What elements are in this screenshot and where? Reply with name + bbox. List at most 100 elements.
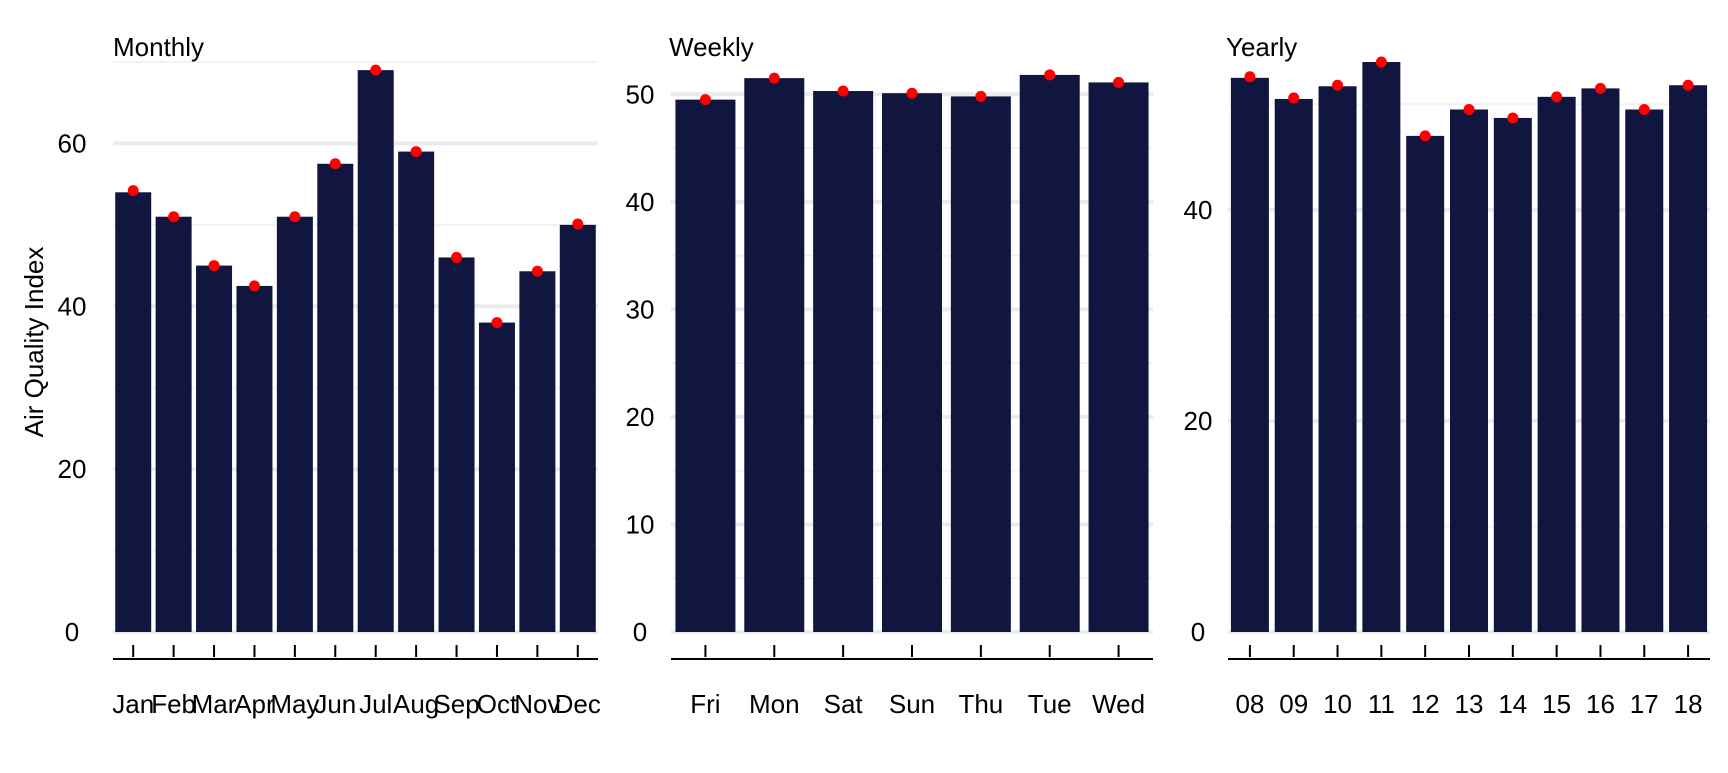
x-tick-label-Fri: Fri	[690, 689, 720, 719]
bar-Oct	[478, 322, 515, 632]
x-tick-label-Jun: Jun	[314, 689, 356, 719]
x-tick-label-Thu: Thu	[958, 689, 1003, 719]
panel-title: Weekly	[669, 32, 754, 62]
bar-Mon	[744, 78, 805, 632]
bar-Tue	[1019, 74, 1080, 633]
point-09	[1288, 92, 1300, 104]
bar-09	[1274, 98, 1313, 632]
y-tick-label: 20	[58, 454, 87, 484]
x-tick-label-10: 10	[1323, 689, 1352, 719]
x-tick-label-Mon: Mon	[749, 689, 800, 719]
x-tick-label-18: 18	[1674, 689, 1703, 719]
bar-Sun	[882, 93, 942, 633]
y-tick-label: 20	[626, 402, 655, 432]
y-tick-label: 30	[626, 294, 655, 324]
x-tick-label-Wed: Wed	[1092, 689, 1145, 719]
bar-10	[1318, 86, 1357, 633]
bar-17	[1625, 109, 1664, 632]
bar-Aug	[398, 151, 435, 633]
x-tick-label-Dec: Dec	[555, 689, 601, 719]
y-tick-label: 10	[626, 509, 655, 539]
point-Wed	[1113, 76, 1125, 88]
x-tick-label-08: 08	[1235, 689, 1264, 719]
y-tick-label: 60	[58, 128, 87, 158]
bar-Sep	[438, 257, 475, 632]
y-tick-label: 20	[1184, 406, 1213, 436]
point-14	[1507, 112, 1519, 124]
bar-Jun	[317, 163, 354, 633]
panel-title: Monthly	[113, 32, 204, 62]
x-tick-label-17: 17	[1630, 689, 1659, 719]
x-tick-label-Apr: Apr	[234, 689, 275, 719]
point-Oct	[491, 317, 503, 329]
bar-Fri	[675, 99, 736, 633]
point-Jun	[329, 158, 341, 170]
y-tick-label: 40	[58, 291, 87, 321]
point-10	[1332, 79, 1344, 91]
x-tick-label-Jan: Jan	[112, 689, 154, 719]
x-tick-label-Feb: Feb	[151, 689, 196, 719]
y-tick-label: 40	[1184, 195, 1213, 225]
panel-title: Yearly	[1226, 32, 1297, 62]
point-Sat	[837, 85, 849, 97]
point-18	[1682, 79, 1694, 91]
x-tick-label-13: 13	[1455, 689, 1484, 719]
y-tick-label: 50	[626, 79, 655, 109]
point-Sep	[451, 251, 463, 263]
x-tick-label-Aug: Aug	[393, 689, 439, 719]
point-13	[1463, 104, 1475, 115]
point-Dec	[572, 218, 584, 230]
bar-Apr	[236, 285, 273, 632]
x-tick-label-Sat: Sat	[824, 689, 864, 719]
point-Jul	[370, 64, 382, 76]
bar-Mar	[196, 265, 233, 632]
y-tick-label: 0	[633, 617, 647, 647]
bar-May	[276, 216, 313, 632]
point-12	[1419, 130, 1431, 142]
y-tick-label: 0	[1191, 617, 1205, 647]
bar-Sat	[813, 91, 874, 633]
y-axis-title: Air Quality Index	[19, 247, 49, 438]
point-Nov	[531, 265, 543, 277]
y-tick-label: 0	[65, 617, 79, 647]
point-Mar	[208, 260, 220, 272]
bar-Thu	[950, 96, 1011, 632]
point-Jan	[127, 185, 139, 197]
x-tick-label-Tue: Tue	[1028, 689, 1072, 719]
point-08	[1244, 71, 1256, 83]
bar-18	[1669, 85, 1708, 632]
point-Tue	[1044, 69, 1056, 81]
y-tick-label: 40	[626, 187, 655, 217]
x-tick-label-15: 15	[1542, 689, 1571, 719]
bar-08	[1230, 77, 1269, 633]
point-Thu	[975, 90, 987, 102]
x-tick-label-Sep: Sep	[433, 689, 479, 719]
x-tick-label-Sun: Sun	[889, 689, 935, 719]
bar-Dec	[559, 224, 596, 632]
bar-Jul	[357, 70, 394, 632]
x-tick-label-12: 12	[1411, 689, 1440, 719]
point-Feb	[168, 211, 180, 223]
bar-13	[1450, 109, 1488, 632]
bar-Wed	[1088, 82, 1149, 632]
bar-16	[1581, 88, 1620, 632]
panel-2: 0 20 40 08 09 10 11 12 13 14 15 16 17 18 Yearly	[1184, 32, 1710, 719]
bar-Feb	[155, 216, 192, 632]
point-Fri	[699, 94, 711, 106]
bar-12	[1406, 135, 1445, 632]
point-15	[1551, 91, 1563, 103]
bar-14	[1493, 117, 1532, 632]
x-tick-label-Jul: Jul	[359, 689, 392, 719]
bar-Nov	[519, 271, 556, 632]
x-tick-label-May: May	[270, 689, 319, 719]
point-17	[1638, 104, 1650, 115]
point-Mon	[768, 72, 780, 84]
panel-1: 0 10 20 30 40 50 Fri Mon Sat Sun Thu Tue Wed Weekly	[626, 32, 1153, 719]
point-Sun	[906, 87, 918, 99]
x-tick-label-16: 16	[1586, 689, 1615, 719]
point-Aug	[410, 146, 422, 158]
x-tick-label-Mar: Mar	[192, 689, 237, 719]
